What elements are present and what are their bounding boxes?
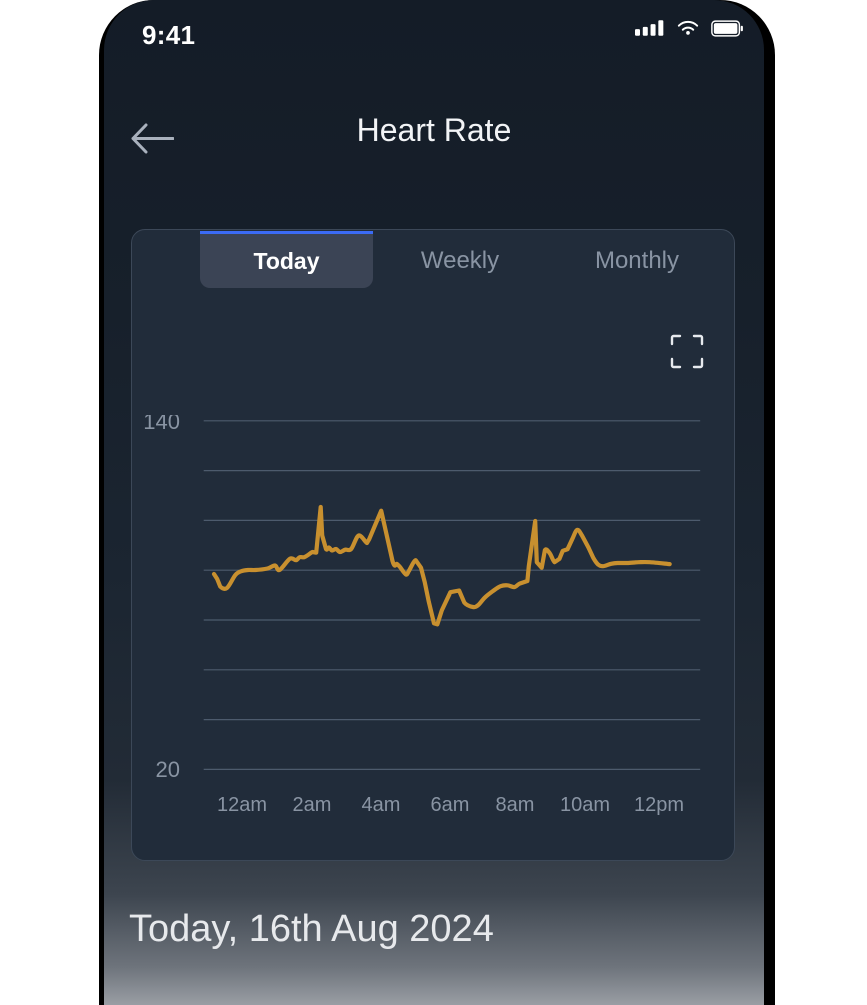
- svg-text:140: 140: [143, 415, 180, 434]
- svg-text:12pm: 12pm: [634, 794, 684, 816]
- svg-text:10am: 10am: [560, 794, 610, 816]
- svg-text:8am: 8am: [496, 794, 535, 816]
- svg-text:12am: 12am: [217, 794, 267, 816]
- svg-text:20: 20: [156, 757, 180, 782]
- svg-text:6am: 6am: [431, 794, 470, 816]
- svg-text:2am: 2am: [293, 794, 332, 816]
- svg-text:4am: 4am: [362, 794, 401, 816]
